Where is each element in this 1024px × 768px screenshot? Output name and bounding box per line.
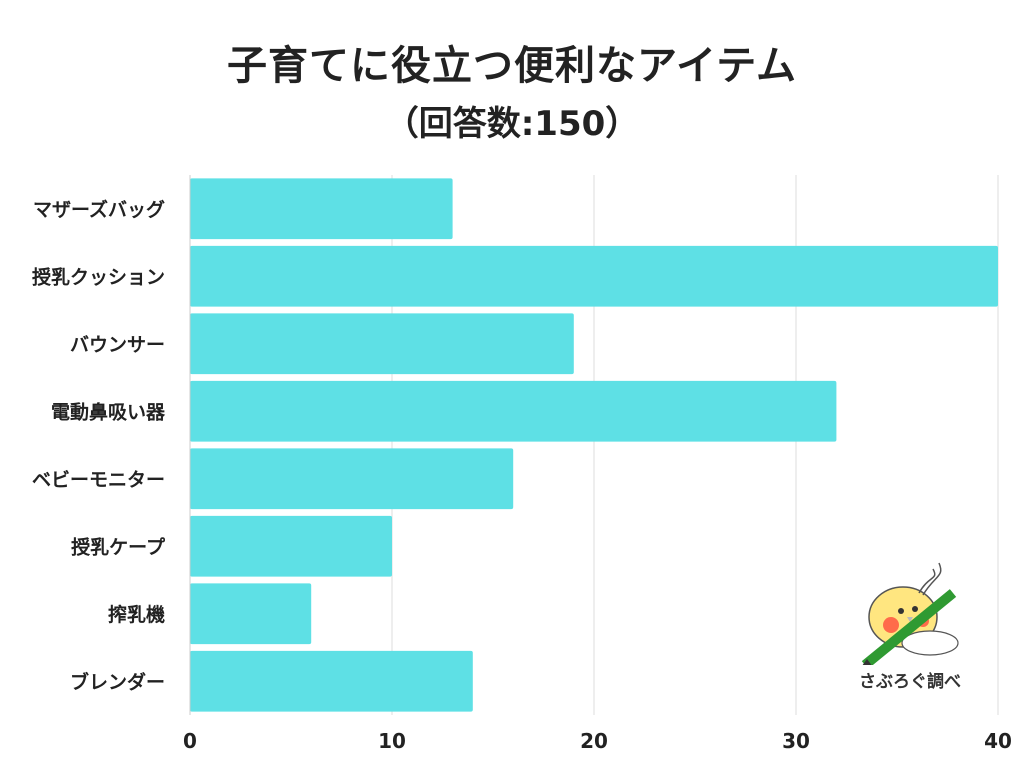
bar-5 [190, 515, 392, 577]
title-block: 子育てに役立つ便利なアイテム （回答数:150） [0, 40, 1024, 146]
bar-2 [190, 313, 574, 375]
bar-0 [190, 178, 453, 240]
x-tick-label-30: 30 [782, 729, 810, 753]
category-label-7: ブレンダー [70, 670, 165, 693]
category-label-0: マザーズバッグ [33, 198, 165, 221]
bar-1 [190, 245, 998, 307]
credit-text: さぶろぐ調べ [859, 672, 961, 692]
category-label-6: 搾乳機 [108, 603, 165, 626]
category-label-4: ベビーモニター [32, 469, 165, 491]
bird-mascot-icon [859, 562, 959, 670]
category-label-1: 授乳クッション [32, 265, 165, 288]
x-tick-label-0: 0 [183, 729, 197, 753]
x-tick-label-10: 10 [378, 729, 406, 753]
category-label-2: バウンサー [70, 334, 165, 356]
category-label-3: 電動鼻吸い器 [51, 400, 166, 423]
x-tick-label-20: 20 [580, 729, 608, 753]
bar-3 [190, 380, 837, 442]
bar-7 [190, 650, 473, 712]
x-tick-label-40: 40 [984, 729, 1012, 753]
bar-6 [190, 583, 312, 645]
credit-watermark: さぶろぐ調べ [835, 555, 985, 695]
chart-subtitle: （回答数:150） [384, 104, 640, 144]
bar-4 [190, 448, 514, 510]
chart-title: 子育てに役立つ便利なアイテム [227, 43, 797, 89]
category-label-5: 授乳ケープ [71, 535, 166, 558]
